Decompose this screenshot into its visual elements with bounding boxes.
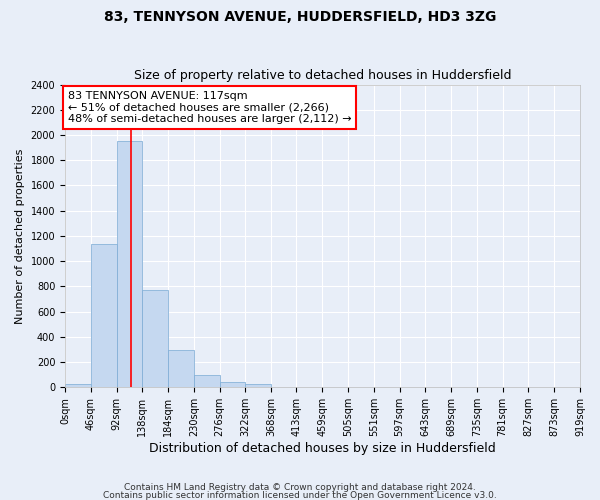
Bar	[220, 382, 245, 388]
Text: Contains public sector information licensed under the Open Government Licence v3: Contains public sector information licen…	[103, 490, 497, 500]
Bar	[91, 244, 116, 388]
Text: Contains HM Land Registry data © Crown copyright and database right 2024.: Contains HM Land Registry data © Crown c…	[124, 484, 476, 492]
Bar	[168, 350, 194, 388]
Bar	[245, 384, 271, 388]
Bar	[194, 374, 220, 388]
Title: Size of property relative to detached houses in Huddersfield: Size of property relative to detached ho…	[134, 69, 511, 82]
Bar	[65, 384, 91, 388]
Text: 83 TENNYSON AVENUE: 117sqm
← 51% of detached houses are smaller (2,266)
48% of s: 83 TENNYSON AVENUE: 117sqm ← 51% of deta…	[68, 91, 352, 124]
Text: 83, TENNYSON AVENUE, HUDDERSFIELD, HD3 3ZG: 83, TENNYSON AVENUE, HUDDERSFIELD, HD3 3…	[104, 10, 496, 24]
Bar	[142, 290, 168, 388]
X-axis label: Distribution of detached houses by size in Huddersfield: Distribution of detached houses by size …	[149, 442, 496, 455]
Y-axis label: Number of detached properties: Number of detached properties	[15, 148, 25, 324]
Bar	[116, 142, 142, 388]
